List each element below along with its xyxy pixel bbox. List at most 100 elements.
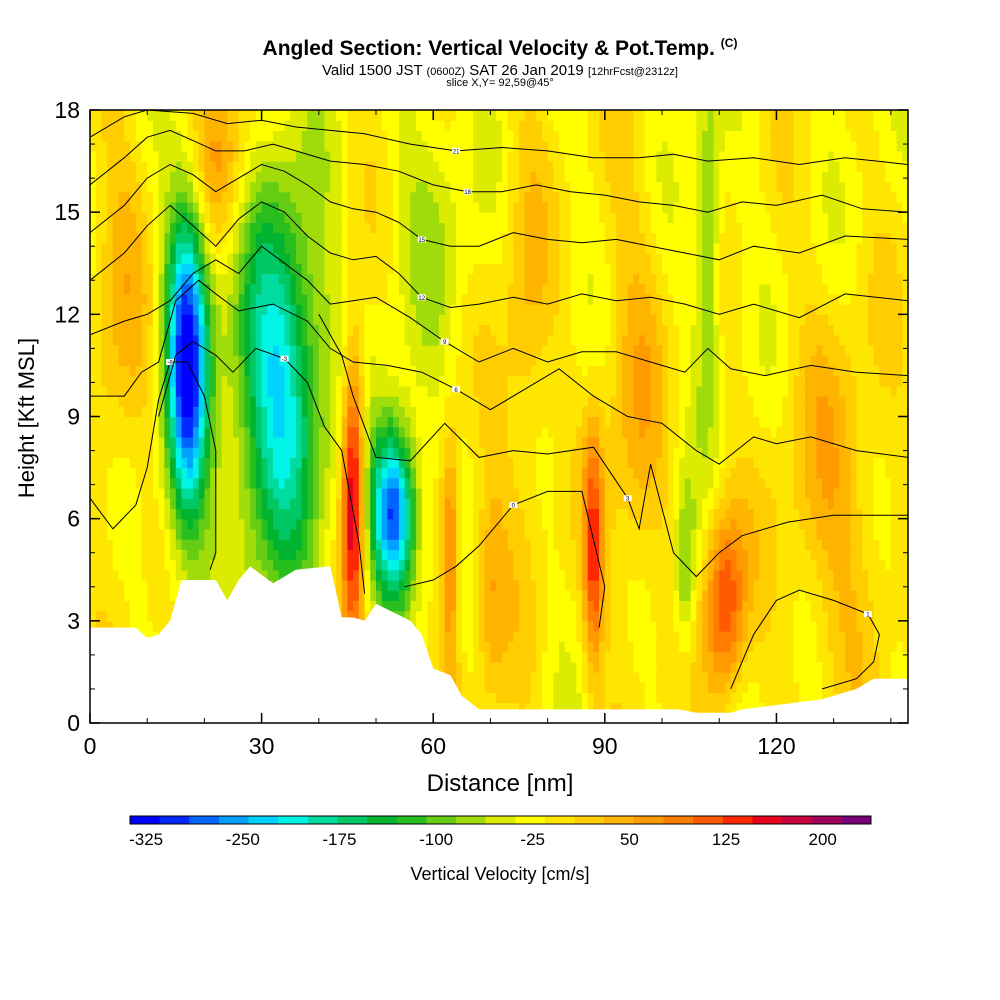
velocity-cell xyxy=(261,253,268,264)
velocity-cell xyxy=(398,232,406,244)
velocity-cell xyxy=(347,396,354,407)
velocity-cell xyxy=(461,253,469,264)
velocity-cell xyxy=(398,477,406,489)
velocity-cell xyxy=(187,324,194,336)
velocity-cell xyxy=(353,293,360,305)
velocity-cell xyxy=(524,620,532,632)
velocity-cell xyxy=(335,375,343,387)
velocity-cell xyxy=(484,528,492,540)
velocity-cell xyxy=(513,579,520,591)
velocity-cell xyxy=(484,396,492,407)
velocity-cell xyxy=(221,293,228,305)
velocity-cell xyxy=(124,181,131,193)
velocity-cell xyxy=(204,467,211,479)
velocity-cell xyxy=(496,436,503,448)
velocity-cell xyxy=(273,375,280,387)
velocity-cell xyxy=(438,620,446,632)
velocity-cell xyxy=(238,273,246,285)
velocity-cell xyxy=(250,140,257,152)
velocity-cell xyxy=(438,130,446,142)
velocity-cell xyxy=(273,334,280,346)
velocity-cell xyxy=(347,508,354,520)
velocity-cell xyxy=(421,436,429,448)
velocity-cell xyxy=(307,406,314,418)
velocity-cell xyxy=(175,355,183,367)
velocity-cell xyxy=(547,651,554,663)
velocity-cell xyxy=(244,416,251,428)
velocity-cell xyxy=(387,222,394,234)
velocity-cell xyxy=(187,549,194,561)
velocity-cell xyxy=(421,477,429,489)
velocity-cell xyxy=(410,181,417,193)
velocity-cell xyxy=(238,304,246,315)
velocity-cell xyxy=(335,293,343,305)
velocity-cell xyxy=(387,385,394,397)
velocity-cell xyxy=(255,549,263,561)
velocity-cell xyxy=(353,436,360,448)
velocity-cell xyxy=(107,355,114,367)
velocity-cell xyxy=(387,263,394,275)
velocity-cell xyxy=(135,334,143,346)
velocity-cell xyxy=(278,191,286,203)
velocity-cell xyxy=(376,232,383,244)
velocity-cell xyxy=(496,293,503,305)
velocity-cell xyxy=(107,365,114,377)
velocity-cell xyxy=(478,426,486,438)
velocity-cell xyxy=(124,539,131,550)
velocity-cell xyxy=(250,161,257,172)
velocity-cell xyxy=(147,242,154,254)
velocity-cell xyxy=(181,344,188,356)
velocity-cell xyxy=(141,283,148,295)
velocity-cell xyxy=(307,549,314,561)
velocity-cell xyxy=(192,273,200,285)
velocity-cell xyxy=(553,406,560,418)
velocity-cell xyxy=(341,528,349,540)
velocity-cell xyxy=(255,130,263,142)
velocity-cell xyxy=(278,447,286,458)
velocity-cell xyxy=(107,436,114,448)
velocity-cell xyxy=(364,447,371,458)
velocity-cell xyxy=(250,467,257,479)
velocity-cell xyxy=(215,344,223,356)
velocity-cell xyxy=(255,140,263,152)
velocity-cell xyxy=(255,171,263,183)
velocity-cell xyxy=(124,488,131,499)
velocity-cell xyxy=(496,671,503,683)
velocity-cell xyxy=(450,396,457,407)
velocity-cell xyxy=(416,140,423,152)
velocity-cell xyxy=(381,600,389,612)
velocity-cell xyxy=(290,355,297,367)
velocity-cell xyxy=(519,150,526,162)
velocity-cell xyxy=(158,528,165,540)
velocity-cell xyxy=(438,110,446,121)
velocity-cell xyxy=(158,355,165,367)
velocity-cell xyxy=(421,334,429,346)
velocity-cell xyxy=(376,457,383,469)
velocity-cell xyxy=(273,416,280,428)
velocity-cell xyxy=(490,375,497,387)
velocity-cell xyxy=(112,447,120,458)
velocity-cell xyxy=(478,273,486,285)
velocity-cell xyxy=(541,385,549,397)
velocity-cell xyxy=(301,130,308,142)
velocity-cell xyxy=(364,436,371,448)
velocity-cell xyxy=(427,620,434,632)
velocity-cell xyxy=(496,539,503,550)
velocity-cell xyxy=(255,242,263,254)
velocity-cell xyxy=(530,212,537,223)
velocity-cell xyxy=(307,518,314,530)
velocity-cell xyxy=(478,406,486,418)
velocity-cell xyxy=(347,212,354,223)
velocity-cell xyxy=(313,161,320,172)
velocity-cell xyxy=(130,304,137,315)
velocity-cell xyxy=(524,191,532,203)
velocity-cell xyxy=(490,477,497,489)
velocity-cell xyxy=(215,385,223,397)
velocity-cell xyxy=(215,171,223,183)
velocity-cell xyxy=(141,324,148,336)
velocity-cell xyxy=(416,569,423,581)
velocity-cell xyxy=(519,498,526,510)
velocity-cell xyxy=(404,508,411,520)
velocity-cell xyxy=(450,488,457,499)
velocity-cell xyxy=(324,426,331,438)
